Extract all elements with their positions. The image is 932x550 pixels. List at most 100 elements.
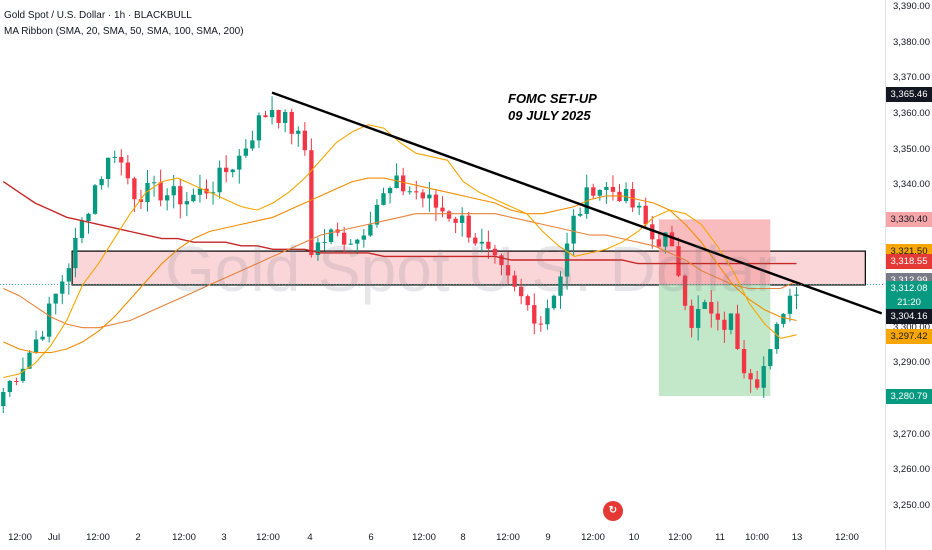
x-tick-label: 12:00 xyxy=(256,532,280,543)
annotation-line-1: FOMC SET-UP xyxy=(508,91,597,106)
candle-body xyxy=(715,313,720,320)
candle-body xyxy=(689,305,694,328)
candle-body xyxy=(479,241,484,244)
x-tick-label: 10:00 xyxy=(745,532,769,543)
candle-body xyxy=(276,110,281,123)
candle-body xyxy=(165,195,170,201)
candle-body xyxy=(296,130,301,134)
y-tick-label: 3,250.00 xyxy=(893,499,930,511)
y-tick-label: 3,380.00 xyxy=(893,36,930,48)
candle-body xyxy=(14,380,19,382)
candle-body xyxy=(315,242,321,255)
x-tick-label: Jul xyxy=(47,532,61,543)
candle-body xyxy=(558,276,563,296)
y-tick-label: 3,300.00 xyxy=(893,321,930,333)
candle-body xyxy=(709,302,714,314)
price-badge: 3,297.42 xyxy=(886,329,932,345)
candle-body xyxy=(676,246,681,276)
candle-body xyxy=(191,194,196,202)
tradingview-logo-icon[interactable]: ↻ xyxy=(603,501,623,521)
candle-body xyxy=(86,213,91,222)
candle-body xyxy=(420,192,425,199)
y-tick-label: 3,370.00 xyxy=(893,72,930,84)
x-tick-label: 12:00 xyxy=(496,532,520,543)
y-tick-label: 3,260.00 xyxy=(893,464,930,476)
x-tick-label: 12:00 xyxy=(412,532,436,543)
candle-body xyxy=(597,189,602,196)
price-badge: 3,330.40 xyxy=(886,211,932,227)
candle-body xyxy=(27,352,32,369)
candle-body xyxy=(60,281,65,294)
candle-body xyxy=(486,241,491,249)
x-tick-label: 4 xyxy=(307,532,313,543)
price-badge: 3,280.79 xyxy=(886,388,932,404)
candle-body xyxy=(604,186,609,190)
candle-body xyxy=(66,268,71,282)
candle-body xyxy=(230,169,235,173)
x-tick-label: 12:00 xyxy=(668,532,692,543)
candle-body xyxy=(138,199,144,202)
candle-body xyxy=(342,232,347,245)
candle-body xyxy=(132,178,137,200)
candle-body xyxy=(407,191,412,193)
candle-body xyxy=(741,348,747,374)
candle-body xyxy=(99,178,104,186)
candle-body xyxy=(374,204,380,225)
x-tick-label: 12:00 xyxy=(172,532,196,543)
candle-body xyxy=(466,215,471,238)
candle-body xyxy=(735,313,740,349)
candle-body xyxy=(92,185,98,214)
x-tick-label: 13 xyxy=(791,532,803,543)
symbol-title[interactable]: Gold Spot / U.S. Dollar · 1h · BLACKBULL xyxy=(4,10,192,21)
candle-body xyxy=(794,294,799,296)
candle-body xyxy=(243,148,248,156)
candle-body xyxy=(702,302,707,309)
candle-body xyxy=(171,186,176,196)
candle-body xyxy=(184,201,189,205)
candle-body xyxy=(73,237,78,269)
candle-body xyxy=(1,391,6,407)
indicator-legend[interactable]: MA Ribbon (SMA, 20, SMA, 50, SMA, 100, S… xyxy=(4,26,244,37)
candle-body xyxy=(145,182,150,202)
candle-body xyxy=(79,221,85,238)
take-profit-area xyxy=(658,284,771,397)
annotation-line-2: 09 JULY 2025 xyxy=(508,108,591,123)
candle-body xyxy=(623,188,629,202)
candle-body xyxy=(178,186,183,205)
x-tick-label: 12:00 xyxy=(581,532,605,543)
candle-body xyxy=(617,191,622,202)
candle-body xyxy=(368,224,373,236)
candle-body xyxy=(781,313,786,324)
x-tick-label: 8 xyxy=(460,532,466,543)
candle-body xyxy=(440,207,445,212)
x-tick-label: 12:00 xyxy=(835,532,859,543)
y-tick-label: 3,340.00 xyxy=(893,179,930,191)
y-tick-label: 3,270.00 xyxy=(893,428,930,440)
candle-body xyxy=(348,243,353,245)
candle-body xyxy=(460,215,465,223)
candle-body xyxy=(328,229,334,242)
candle-body xyxy=(119,156,124,163)
candle-body xyxy=(394,175,399,189)
candle-body xyxy=(787,295,793,314)
x-tick-label: 12:00 xyxy=(8,532,32,543)
candle-body xyxy=(453,218,458,223)
candle-body xyxy=(545,308,550,325)
y-tick-label: 3,360.00 xyxy=(893,107,930,119)
candle-body xyxy=(755,379,760,388)
candle-body xyxy=(309,150,314,255)
candle-body xyxy=(256,115,262,141)
candle-body xyxy=(728,313,734,330)
candle-body xyxy=(748,373,753,380)
sma100-line xyxy=(3,213,797,329)
x-tick-label: 2 xyxy=(135,532,141,543)
descending-trendline xyxy=(271,91,883,315)
candle-body xyxy=(610,186,616,192)
candle-body xyxy=(401,175,406,192)
candle-body xyxy=(33,339,39,353)
candle-body xyxy=(505,265,511,276)
candle-body xyxy=(106,157,111,179)
candle-body xyxy=(446,211,452,219)
